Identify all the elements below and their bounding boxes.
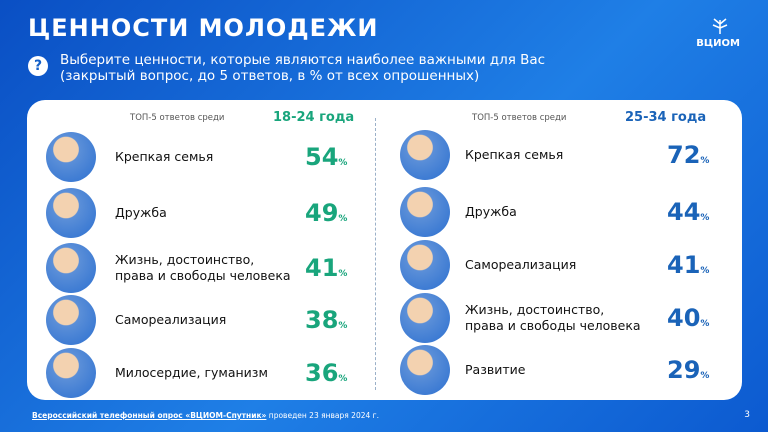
item-value: 40 bbox=[667, 304, 701, 332]
item-label: Дружба bbox=[465, 204, 517, 219]
item-value: 41 bbox=[305, 254, 339, 282]
photo bbox=[46, 243, 96, 293]
item-value: 38 bbox=[305, 306, 339, 334]
photo bbox=[46, 188, 96, 238]
item-label: Развитие bbox=[465, 362, 526, 377]
page-number: 3 bbox=[744, 410, 750, 420]
item-value-box: 40% bbox=[667, 304, 709, 332]
item-label: Самореализация bbox=[465, 257, 577, 272]
item-value: 54 bbox=[305, 143, 339, 171]
item-label: Дружба bbox=[115, 205, 167, 220]
photo bbox=[400, 293, 450, 343]
item-unit: % bbox=[700, 319, 710, 329]
item-unit: % bbox=[700, 371, 710, 381]
item-value-box: 49% bbox=[305, 199, 347, 227]
item-label: Крепкая семья bbox=[115, 149, 214, 164]
panel bbox=[27, 100, 742, 400]
age-group: 25-34 года bbox=[625, 110, 707, 125]
item-value-box: 54% bbox=[305, 143, 347, 171]
item-unit: % bbox=[700, 156, 710, 166]
question-line: Выберите ценности, которые являются наиб… bbox=[60, 52, 546, 68]
logo: ВЦИОМ bbox=[696, 38, 740, 49]
title: ЦЕННОСТИ МОЛОДЕЖИ bbox=[28, 14, 379, 42]
item-label: Крепкая семья bbox=[465, 147, 564, 162]
item-unit: % bbox=[338, 269, 348, 279]
item-value: 29 bbox=[667, 356, 701, 384]
item-value: 36 bbox=[305, 359, 339, 387]
item-label: Жизнь, достоинство, права и свободы чело… bbox=[115, 252, 291, 283]
item-unit: % bbox=[338, 158, 348, 168]
item-unit: % bbox=[700, 266, 710, 276]
footer: Всероссийский телефонный опрос «ВЦИОМ-Сп… bbox=[32, 411, 379, 420]
item-value-box: 44% bbox=[667, 198, 709, 226]
item-label: Милосердие, гуманизм bbox=[115, 365, 268, 380]
photo bbox=[400, 240, 450, 290]
item-unit: % bbox=[338, 214, 348, 224]
item-value-box: 36% bbox=[305, 359, 347, 387]
photo bbox=[46, 295, 96, 345]
item-unit: % bbox=[338, 374, 348, 384]
photo bbox=[46, 132, 96, 182]
caption: ТОП-5 ответов среди bbox=[472, 113, 567, 123]
item-value-box: 38% bbox=[305, 306, 347, 334]
source-text: проведен 23 января 2024 г. bbox=[268, 411, 379, 420]
item-value: 44 bbox=[667, 198, 701, 226]
item-value-box: 41% bbox=[305, 254, 347, 282]
item-unit: % bbox=[700, 213, 710, 223]
item-value: 49 bbox=[305, 199, 339, 227]
caption: ТОП-5 ответов среди bbox=[130, 113, 225, 123]
question-icon: ? bbox=[28, 56, 48, 76]
divider bbox=[375, 118, 376, 390]
item-value-box: 72% bbox=[667, 141, 709, 169]
item-value: 72 bbox=[667, 141, 701, 169]
age-group: 18-24 года bbox=[273, 110, 355, 125]
item-label: Самореализация bbox=[115, 312, 227, 327]
logo-icon bbox=[712, 18, 728, 34]
photo bbox=[400, 345, 450, 395]
item-label: Жизнь, достоинство, права и свободы чело… bbox=[465, 302, 641, 333]
photo bbox=[400, 187, 450, 237]
item-value-box: 41% bbox=[667, 251, 709, 279]
source-link[interactable]: Всероссийский телефонный опрос «ВЦИОМ-Сп… bbox=[32, 411, 267, 420]
item-value: 41 bbox=[667, 251, 701, 279]
photo bbox=[46, 348, 96, 398]
question-line: (закрытый вопрос, до 5 ответов, в % от в… bbox=[60, 68, 480, 84]
item-value-box: 29% bbox=[667, 356, 709, 384]
item-unit: % bbox=[338, 321, 348, 331]
photo bbox=[400, 130, 450, 180]
